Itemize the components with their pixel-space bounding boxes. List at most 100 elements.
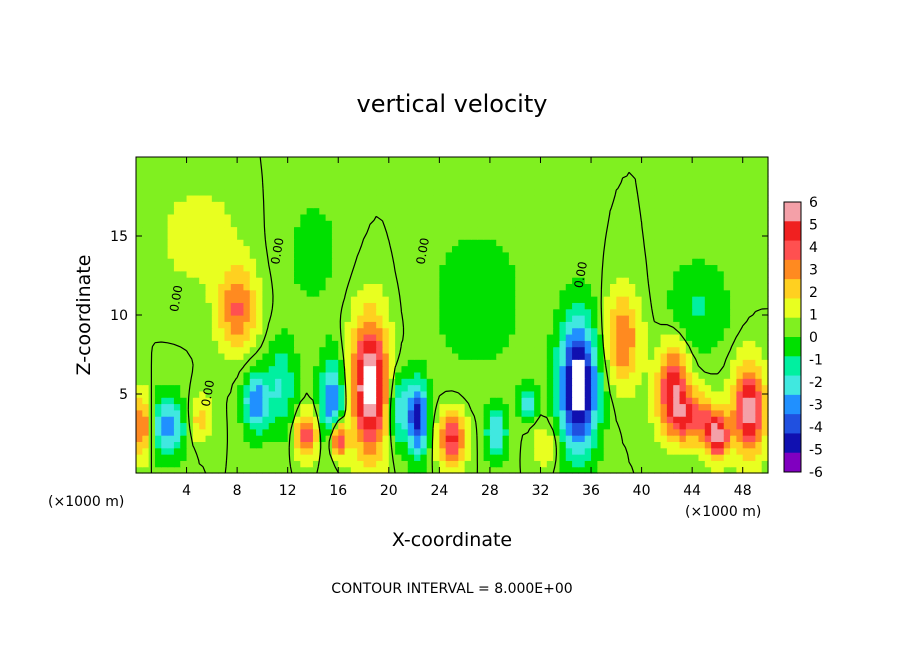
field-cell	[275, 422, 282, 430]
field-cell	[382, 182, 390, 190]
field-cell	[647, 327, 655, 335]
field-cell	[344, 163, 352, 171]
field-cell	[464, 435, 472, 442]
field-cell	[369, 296, 377, 303]
field-cell	[382, 232, 390, 240]
field-cell	[470, 245, 478, 253]
field-cell	[230, 327, 238, 335]
field-cell	[420, 239, 428, 247]
field-cell	[319, 175, 327, 183]
field-cell	[262, 296, 270, 303]
field-cell	[243, 409, 251, 417]
field-cell	[224, 454, 232, 461]
field-cell	[357, 163, 365, 171]
field-cell	[692, 289, 700, 297]
field-cell	[445, 245, 453, 253]
field-cell	[414, 283, 421, 291]
field-cell	[742, 333, 750, 341]
field-cell	[281, 390, 289, 398]
field-cell	[142, 397, 150, 405]
field-cell	[338, 201, 346, 209]
field-cell	[496, 340, 504, 348]
field-cell	[616, 251, 624, 259]
field-cell	[167, 333, 175, 341]
field-cell	[610, 226, 617, 234]
field-cell	[249, 403, 257, 411]
field-cell	[433, 397, 440, 405]
field-cell	[628, 182, 636, 190]
field-cell	[546, 207, 554, 215]
field-cell	[218, 365, 226, 373]
field-cell	[717, 428, 725, 436]
field-cell	[344, 226, 352, 234]
field-cell	[186, 359, 194, 367]
field-cell	[331, 403, 339, 411]
field-cell	[268, 201, 276, 209]
field-cell	[243, 302, 251, 310]
field-cell	[616, 245, 624, 253]
field-cell	[256, 251, 263, 259]
field-cell	[673, 365, 681, 373]
field-cell	[578, 435, 586, 442]
field-cell	[382, 390, 390, 398]
field-cell	[237, 182, 245, 190]
field-cell	[426, 466, 434, 474]
field-cell	[439, 460, 447, 468]
field-cell	[192, 403, 200, 411]
field-cell	[199, 359, 207, 367]
field-cell	[603, 296, 611, 303]
field-cell	[711, 409, 719, 417]
field-cell	[300, 435, 308, 442]
field-cell	[628, 435, 636, 442]
field-cell	[325, 207, 333, 215]
field-cell	[483, 447, 491, 455]
field-cell	[470, 416, 478, 424]
field-cell	[496, 302, 504, 310]
field-cell	[281, 201, 289, 209]
field-cell	[597, 340, 605, 348]
field-cell	[635, 264, 643, 272]
field-cell	[603, 232, 611, 240]
field-cell	[755, 321, 763, 329]
field-cell	[433, 163, 440, 171]
field-cell	[395, 346, 403, 354]
field-cell	[312, 232, 320, 240]
field-cell	[470, 390, 478, 398]
field-cell	[685, 239, 693, 247]
field-cell	[483, 359, 491, 367]
field-cell	[736, 270, 744, 278]
field-cell	[294, 175, 301, 183]
field-cell	[433, 188, 440, 196]
field-cell	[603, 403, 611, 411]
field-cell	[584, 239, 592, 247]
field-cell	[698, 182, 706, 190]
field-cell	[603, 454, 611, 461]
field-cell	[439, 296, 447, 303]
field-cell	[148, 220, 156, 228]
field-cell	[584, 403, 592, 411]
field-cell	[136, 371, 143, 379]
field-cell	[584, 277, 592, 284]
field-cell	[154, 220, 162, 228]
field-cell	[331, 308, 339, 316]
field-cell	[717, 220, 725, 228]
field-cell	[199, 403, 207, 411]
field-cell	[685, 435, 693, 442]
field-cell	[338, 315, 346, 322]
field-cell	[546, 251, 554, 259]
field-cell	[572, 321, 579, 329]
field-cell	[660, 277, 668, 284]
field-cell	[603, 213, 611, 221]
field-cell	[275, 220, 282, 228]
field-cell	[496, 428, 504, 436]
field-cell	[312, 283, 320, 291]
field-cell	[628, 283, 636, 291]
field-cell	[407, 175, 415, 183]
field-cell	[180, 454, 188, 461]
field-cell	[281, 454, 289, 461]
field-cell	[527, 169, 535, 177]
field-cell	[142, 157, 150, 164]
field-cell	[199, 315, 207, 322]
field-cell	[420, 245, 428, 253]
field-cell	[470, 466, 478, 474]
